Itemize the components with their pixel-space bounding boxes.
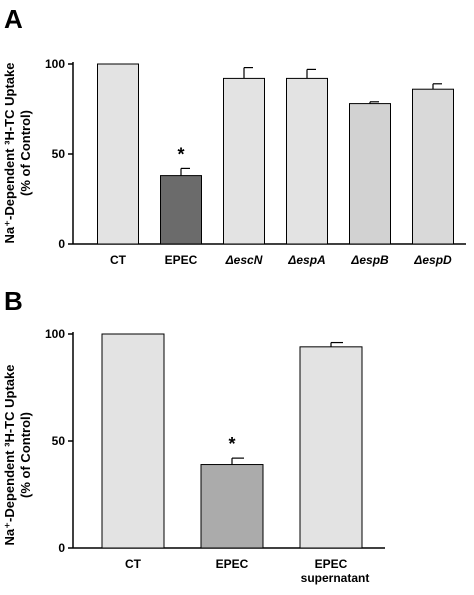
panel-b-ytick-label: 0 — [58, 541, 65, 555]
panel-b-category-label: CT — [125, 557, 142, 571]
panel-b-ytick-label: 100 — [45, 327, 65, 341]
panel-a-ytick-label: 0 — [58, 237, 65, 251]
panel-b-ylabel-line1: Na⁺-Dependent ³H-TC Uptake — [2, 365, 17, 546]
panel-a-significance-star: * — [177, 144, 184, 164]
panel-b-letter: B — [4, 286, 23, 316]
panel-b: B Na⁺-Dependent ³H-TC Uptake (% of Contr… — [2, 286, 385, 585]
panel-a-category-label: ΔespD — [413, 253, 452, 267]
panel-a-ytick-label: 100 — [45, 57, 65, 71]
panel-a-category-label: EPEC — [165, 253, 198, 267]
panel-b-ytick-label: 50 — [52, 434, 66, 448]
panel-b-bar — [299, 346, 363, 549]
panel-b-bar — [200, 464, 264, 549]
panel-a-category-label: CT — [110, 253, 127, 267]
panel-a-bar — [412, 88, 454, 245]
panel-a-bar — [97, 63, 139, 245]
panel-a-bar — [349, 103, 391, 245]
panel-a-ytick-label: 50 — [52, 147, 66, 161]
panel-b-category-label: EPEC — [216, 557, 249, 571]
panel-b-category-label: supernatant — [301, 571, 370, 585]
panel-b-ylabel-line2: (% of Control) — [18, 412, 33, 498]
panel-a-ylabel-line1: Na⁺-Dependent ³H-TC Uptake — [2, 63, 17, 244]
panel-b-significance-star: * — [228, 434, 235, 454]
panel-a: A Na⁺-Dependent ³H-TC Uptake (% of Contr… — [2, 4, 466, 267]
panel-b-category-label: EPEC — [315, 557, 348, 571]
panel-a-letter: A — [4, 4, 23, 34]
panel-a-bars: CT * EPEC ΔescN ΔespA ΔespB ΔespD — [97, 63, 454, 267]
panel-b-bar — [101, 333, 165, 549]
panel-a-bar — [286, 77, 328, 245]
panel-a-category-label: ΔescN — [225, 253, 263, 267]
panel-a-bar — [223, 77, 265, 245]
panel-a-bar — [160, 175, 202, 245]
panel-a-ylabel-line2: (% of Control) — [18, 110, 33, 196]
panel-a-category-label: ΔespB — [350, 253, 389, 267]
panel-a-category-label: ΔespA — [287, 253, 325, 267]
